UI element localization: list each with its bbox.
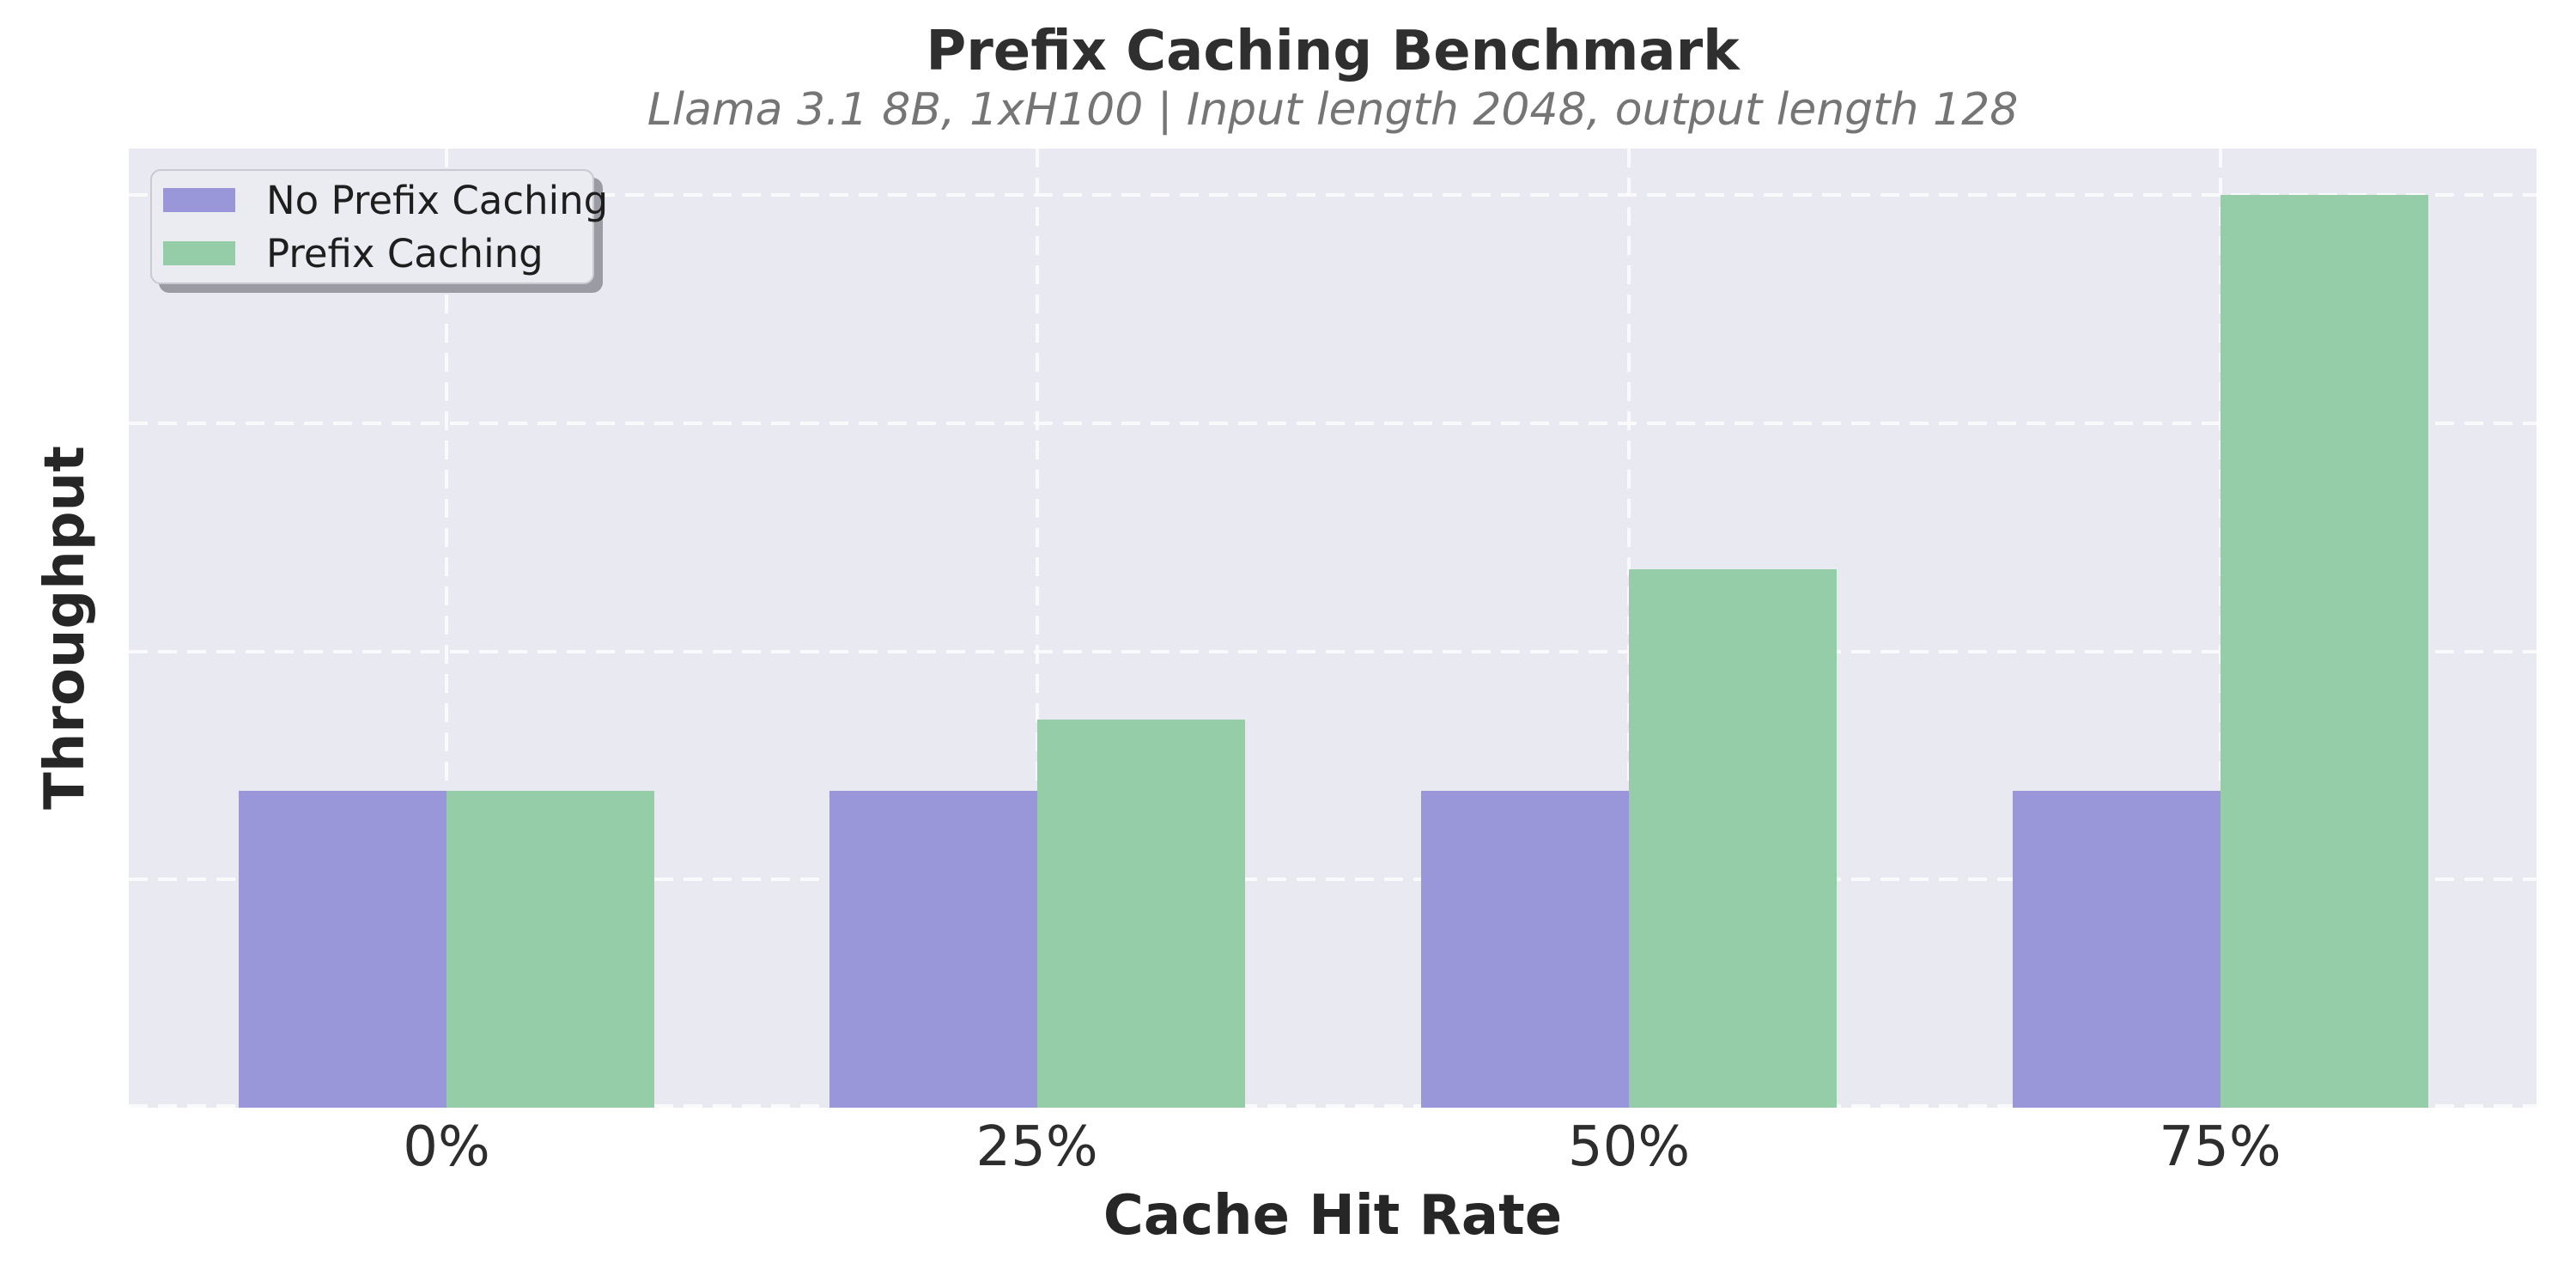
bar-no-prefix-caching-50%	[1421, 791, 1629, 1108]
legend-item: Prefix Caching	[163, 234, 592, 273]
chart-subtitle: Llama 3.1 8B, 1xH100 | Input length 2048…	[647, 84, 2019, 136]
bar-prefix-caching-50%	[1629, 569, 1837, 1108]
legend-swatch	[163, 241, 235, 265]
bar-no-prefix-caching-75%	[2012, 791, 2221, 1108]
bar-no-prefix-caching-0%	[239, 791, 447, 1108]
legend-swatch	[163, 188, 235, 212]
x-tick-label-25pct: 25%	[975, 1115, 1098, 1179]
gridline-horizontal	[129, 193, 2537, 197]
y-axis-label: Throughput	[33, 446, 97, 810]
gridline-horizontal	[129, 421, 2537, 425]
legend-item-label: Prefix Caching	[266, 230, 544, 276]
x-tick-label-50pct: 50%	[1567, 1115, 1691, 1179]
gridline-horizontal	[129, 878, 2537, 882]
plot-area: No Prefix Caching Prefix Caching	[129, 149, 2537, 1108]
legend-item-label: No Prefix Caching	[266, 177, 609, 223]
bar-no-prefix-caching-25%	[829, 791, 1037, 1108]
gridline-vertical	[1035, 149, 1039, 1108]
x-axis-label: Cache Hit Rate	[1103, 1184, 1563, 1248]
x-tick-label-0pct: 0%	[403, 1115, 490, 1179]
bar-prefix-caching-25%	[1036, 720, 1245, 1108]
gridline-vertical	[445, 149, 448, 1108]
gridline-horizontal	[129, 649, 2537, 653]
bar-prefix-caching-0%	[447, 791, 654, 1108]
bar-prefix-caching-75%	[2220, 195, 2428, 1108]
legend-item: No Prefix Caching	[163, 181, 608, 220]
chart-title: Prefix Caching Benchmark	[926, 20, 1740, 83]
x-tick-label-75pct: 75%	[2159, 1115, 2281, 1179]
legend: No Prefix Caching Prefix Caching	[150, 169, 608, 284]
gridline-horizontal	[129, 1104, 2537, 1108]
